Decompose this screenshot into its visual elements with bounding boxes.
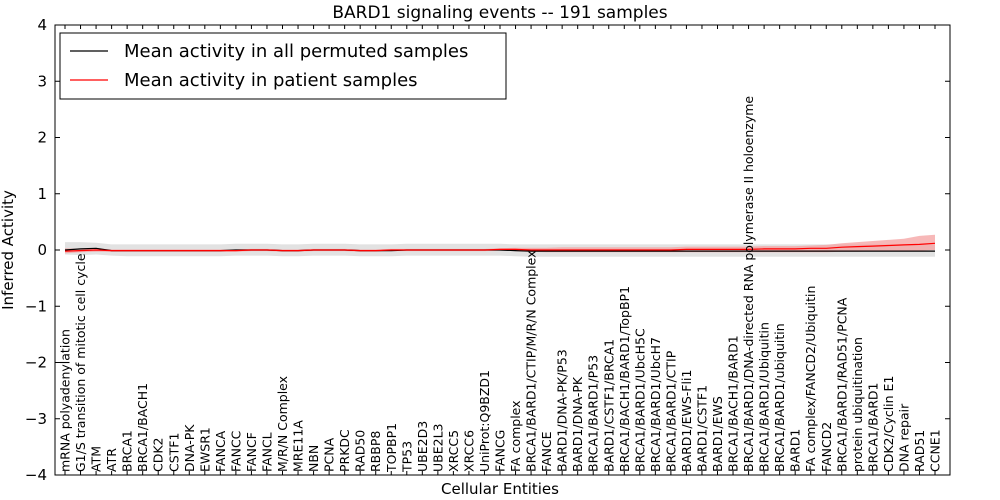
y-tick-label: 0 [37, 241, 47, 259]
x-axis: mRNA polyadenylation G1/S transition of m… [58, 25, 943, 475]
series-band-1 [65, 234, 935, 254]
y-tick-label: −3 [25, 410, 47, 428]
x-tick-label: BRCA1/BARD1/DNA-directed RNA polymerase … [741, 96, 756, 472]
x-tick-label: FANCA [213, 430, 228, 472]
x-tick-label: ATM [89, 446, 104, 472]
x-tick-label: BRCA1/BARD1/Ubiquitin [757, 322, 772, 472]
x-tick-label: FANCG [493, 430, 508, 472]
x-tick-label: TOPBP1 [384, 423, 399, 473]
x-tick-label: BRCA1/BACH1/BARD1 [726, 335, 741, 472]
x-tick-label: BARD1/DNA-PK/P53 [555, 349, 570, 472]
x-tick-label: FA complex/FANCD2/Ubiquitin [803, 286, 818, 472]
x-tick-label: BARD1 [788, 429, 803, 472]
x-tick-label: BRCA1 [120, 430, 135, 472]
legend-label-1: Mean activity in patient samples [124, 70, 418, 91]
x-tick-label: XRCC6 [461, 430, 476, 472]
x-tick-label: RAD50 [353, 430, 368, 472]
x-tick-label: UBE2L3 [430, 424, 445, 473]
x-tick-label: XRCC5 [446, 430, 461, 472]
x-tick-label: RBBP8 [368, 431, 383, 472]
x-tick-label: BRCA1/BARD1/CTIP/M/R/N Complex [524, 250, 539, 472]
series-lines [64, 242, 936, 252]
x-tick-label: mRNA polyadenylation [58, 329, 73, 472]
x-tick-label: FA complex [508, 400, 523, 472]
x-tick-label: M/R/N Complex [275, 376, 290, 472]
x-tick-label: G1/S transition of mitotic cell cycle [73, 253, 88, 472]
y-tick-label: −2 [25, 354, 47, 372]
y-tick-label: 4 [37, 16, 47, 34]
y-tick-label: 3 [37, 72, 47, 90]
x-tick-label: UniProt:Q9BZD1 [477, 370, 492, 472]
x-tick-label: BRCA1/BARD1/RAD51/PCNA [834, 297, 849, 472]
y-tick-label: 2 [37, 129, 47, 147]
x-tick-label: PRKDC [337, 429, 352, 472]
x-tick-label: UBE2D3 [415, 421, 430, 472]
legend: Mean activity in all permuted samples Mea… [59, 32, 507, 100]
series-line-1 [64, 242, 936, 252]
plot-area: −4 −3 −2 −1 0 1 2 3 4 mRNA polyadenylation G1/S t… [25, 16, 951, 484]
x-tick-label: CCNE1 [928, 429, 943, 472]
chart-title: BARD1 signaling events -- 191 samples [332, 3, 667, 23]
x-tick-label: ATR [104, 448, 119, 472]
x-tick-label: TP53 [399, 441, 414, 473]
x-tick-label: protein ubiquitination [850, 337, 865, 472]
x-tick-label: PCNA [322, 437, 337, 472]
x-tick-label: BRCA1/BARD1/P53 [586, 355, 601, 472]
x-tick-label: FANCC [228, 430, 243, 472]
x-tick-label: BRCA1/BARD1/ubiquitin [772, 323, 787, 472]
x-tick-label: BRCA1/BARD1/UbcH7 [648, 337, 663, 472]
x-tick-label: NBN [306, 445, 321, 472]
y-axis-title: Inferred Activity [0, 190, 17, 310]
x-tick-label: FANCL [260, 432, 275, 472]
x-tick-label: BARD1/CSTF1/BRCA1 [601, 339, 616, 472]
x-tick-label: DNA-PK [182, 424, 197, 472]
y-tick-label: 1 [37, 185, 47, 203]
x-tick-label: FANCF [244, 432, 259, 472]
y-axis: −4 −3 −2 −1 0 1 2 3 4 [25, 16, 950, 484]
x-tick-label: BARD1/EWS [710, 396, 725, 472]
x-tick-label: BRCA1/BARD1 [865, 383, 880, 472]
x-tick-label: EWSR1 [197, 427, 212, 472]
x-tick-label: CDK2 [151, 437, 166, 472]
x-tick-label: BARD1/DNA-PK [570, 376, 585, 472]
x-tick-label: FANCE [539, 431, 554, 472]
x-tick-label: CDK2/Cyclin E1 [881, 376, 896, 472]
x-tick-label: BRCA1/BACH1/BARD1/TopBP1 [617, 286, 632, 472]
y-tick-label: −4 [25, 466, 47, 484]
y-tick-label: −1 [25, 297, 47, 315]
x-tick-label: BRCA1/BARD1/UbcH5C [632, 328, 647, 472]
x-axis-title: Cellular Entities [441, 480, 559, 498]
x-tick-label: CSTF1 [166, 433, 181, 472]
x-tick-label: BRCA1/BARD1/CTIP [663, 350, 678, 472]
confidence-bands [65, 234, 935, 257]
x-tick-label: BARD1/EWS-Fli1 [679, 370, 694, 472]
x-tick-label: MRE11A [291, 420, 306, 472]
x-tick-label: FANCD2 [819, 422, 834, 472]
legend-box [59, 32, 507, 100]
x-tick-label: DNA repair [896, 403, 911, 472]
x-tick-label: RAD51 [912, 430, 927, 472]
x-tick-label: BARD1/CSTF1 [695, 385, 710, 472]
legend-label-0: Mean activity in all permuted samples [124, 41, 468, 62]
x-tick-label: BRCA1/BACH1 [135, 383, 150, 472]
